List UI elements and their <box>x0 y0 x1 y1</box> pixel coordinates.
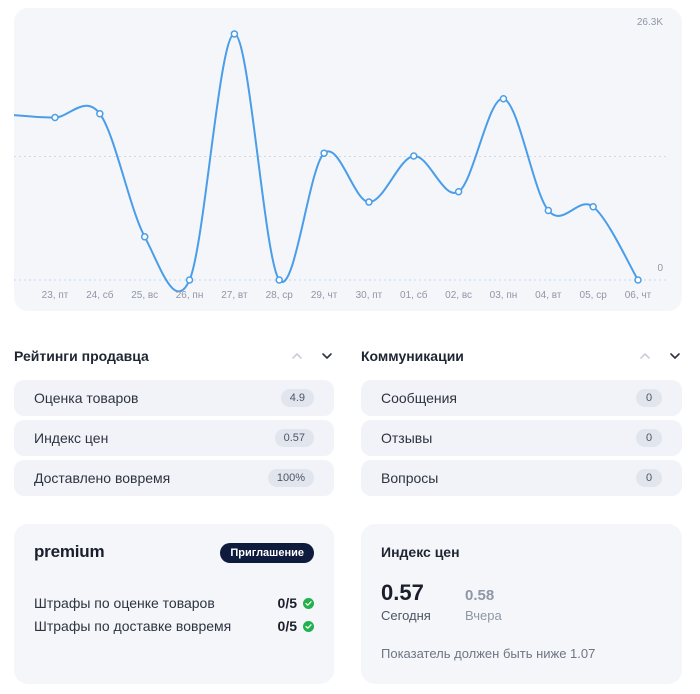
penalty-value: 0/5 <box>277 595 297 611</box>
penalty-value: 0/5 <box>277 618 297 634</box>
x-tick-label: 25, вс <box>131 290 158 301</box>
line-chart: 26.3K 0 23, пт 24, сб 25, вс 26, пн 27, вт 28… <box>14 17 667 301</box>
rating-label: Доставлено вовремя <box>34 470 171 486</box>
communications-title: Коммуникации <box>361 348 464 364</box>
communications-header: Коммуникации <box>361 346 682 366</box>
x-tick-label: 30, пт <box>356 290 383 301</box>
x-tick-label: 06, чт <box>625 290 652 301</box>
rating-row-on-time[interactable]: Доставлено вовремя 100% <box>14 460 334 496</box>
comm-row-messages[interactable]: Сообщения 0 <box>361 380 682 416</box>
x-tick-labels: 23, пт 24, сб 25, вс 26, пн 27, вт 28, ср 29, … <box>42 289 652 301</box>
series-line <box>14 32 639 293</box>
data-point[interactable] <box>320 149 328 157</box>
data-point[interactable] <box>185 276 194 284</box>
comm-row-reviews[interactable]: Отзывы 0 <box>361 420 682 456</box>
price-index-today-value: 0.57 <box>381 580 424 605</box>
penalty-label: Штрафы по оценке товаров <box>34 595 215 611</box>
rating-label: Индекс цен <box>34 430 109 446</box>
x-tick-label: 27, вт <box>221 290 248 301</box>
seller-ratings-list: Оценка товаров 4.9 Индекс цен 0.57 Доста… <box>14 380 334 500</box>
rating-value-badge: 4.9 <box>280 389 314 407</box>
x-tick-label: 03, пн <box>490 290 518 301</box>
y-tick-max: 26.3K <box>637 17 663 28</box>
data-point[interactable] <box>499 94 508 103</box>
x-tick-label: 26, пн <box>176 290 204 301</box>
x-tick-label: 01, сб <box>400 289 428 301</box>
price-index-yesterday-label: Вчера <box>465 608 502 623</box>
x-tick-label: 28, ср <box>266 290 294 301</box>
comm-count-badge: 0 <box>636 469 662 487</box>
data-point[interactable] <box>96 110 104 118</box>
comm-row-questions[interactable]: Вопросы 0 <box>361 460 682 496</box>
chevron-up-icon[interactable] <box>290 349 304 363</box>
price-index-note: Показатель должен быть ниже 1.07 <box>381 646 596 661</box>
x-tick-label: 04, вт <box>535 290 562 301</box>
data-point[interactable] <box>454 187 463 196</box>
data-point[interactable] <box>365 198 373 206</box>
price-index-card: Индекс цен 0.57 Сегодня 0.58 Вчера Показ… <box>361 524 682 684</box>
penalty-label: Штрафы по доставке вовремя <box>34 618 232 634</box>
check-icon <box>303 620 314 632</box>
chart-card: 26.3K 0 23, пт 24, сб 25, вс 26, пн 27, вт 28… <box>14 8 682 311</box>
data-point[interactable] <box>140 233 149 241</box>
y-tick-min: 0 <box>657 263 663 274</box>
seller-ratings-header: Рейтинги продавца <box>14 346 334 366</box>
x-tick-label: 29, чт <box>311 290 338 301</box>
data-point[interactable] <box>230 30 239 38</box>
data-point[interactable] <box>544 206 553 215</box>
comm-label: Вопросы <box>381 470 439 486</box>
data-point[interactable] <box>410 152 418 160</box>
data-point[interactable] <box>589 202 597 211</box>
comm-count-badge: 0 <box>636 429 662 447</box>
rating-value-badge: 0.57 <box>274 429 314 447</box>
comm-label: Сообщения <box>381 390 457 406</box>
seller-ratings-title: Рейтинги продавца <box>14 348 149 364</box>
rating-label: Оценка товаров <box>34 390 139 406</box>
data-point[interactable] <box>51 113 59 122</box>
x-tick-label: 24, сб <box>86 289 114 301</box>
price-index-title: Индекс цен <box>381 544 460 560</box>
chevron-down-icon[interactable] <box>668 349 682 363</box>
rating-row-price-index[interactable]: Индекс цен 0.57 <box>14 420 334 456</box>
communications-list: Сообщения 0 Отзывы 0 Вопросы 0 <box>361 380 682 500</box>
data-point[interactable] <box>275 276 283 284</box>
chevron-down-icon[interactable] <box>320 349 334 363</box>
invitation-badge[interactable]: Приглашение <box>220 543 314 563</box>
premium-card: premium Приглашение Штрафы по оценке тов… <box>14 524 334 684</box>
x-tick-label: 02, вс <box>445 290 472 301</box>
x-tick-label: 05, ср <box>580 290 608 301</box>
penalty-row-ratings: Штрафы по оценке товаров 0/5 <box>34 594 314 612</box>
comm-label: Отзывы <box>381 430 433 446</box>
price-index-yesterday-value: 0.58 <box>465 587 495 604</box>
rating-row-products[interactable]: Оценка товаров 4.9 <box>14 380 334 416</box>
rating-value-badge: 100% <box>267 469 314 487</box>
check-icon <box>303 597 314 609</box>
premium-logo: premium <box>34 542 105 561</box>
chevron-up-icon[interactable] <box>638 349 652 363</box>
data-point[interactable] <box>634 276 642 284</box>
price-index-today-label: Сегодня <box>381 608 431 623</box>
comm-count-badge: 0 <box>636 389 662 407</box>
x-tick-label: 23, пт <box>42 290 69 301</box>
data-points <box>51 30 642 284</box>
penalty-row-delivery: Штрафы по доставке вовремя 0/5 <box>34 617 314 635</box>
